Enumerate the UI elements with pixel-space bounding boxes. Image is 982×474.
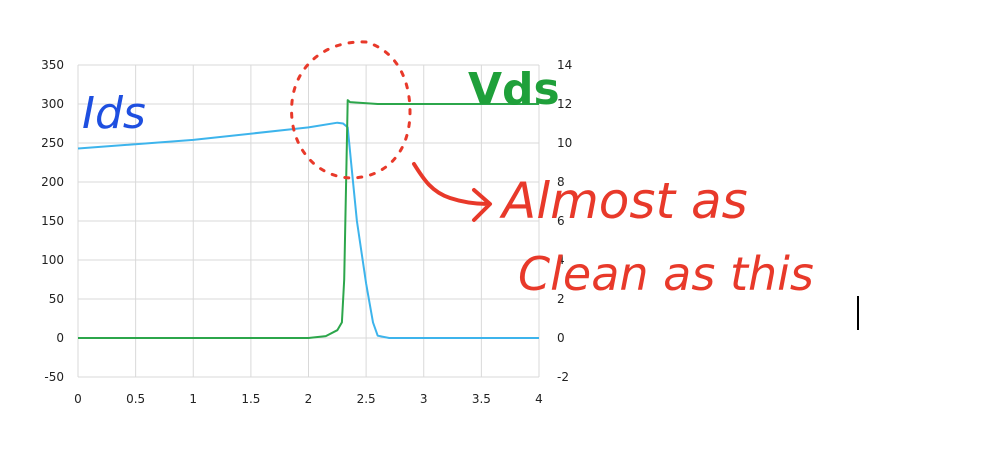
series-line-ids xyxy=(77,121,539,339)
x-tick-label: 1.5 xyxy=(241,392,260,406)
text-cursor xyxy=(857,296,859,330)
note-line-1: Almost as xyxy=(499,172,748,230)
x-tick-label: 1 xyxy=(189,392,197,406)
y-right-tick-label: 4 xyxy=(557,253,565,267)
y-left-tick-label: 50 xyxy=(49,292,64,306)
y-right-tick-label: 0 xyxy=(557,331,565,345)
ids-annotation-label: Ids xyxy=(82,88,146,139)
highlight-circle xyxy=(290,40,412,180)
handwritten-annotations: Ids Vds Almost as Clean as this xyxy=(82,40,814,301)
chart-gridlines xyxy=(77,64,540,378)
note-line-2: Clean as this xyxy=(518,247,814,301)
y-right-tick-label: 14 xyxy=(557,58,572,72)
y-left-tick-label: 100 xyxy=(41,253,64,267)
y-left-tick-label: 200 xyxy=(41,175,64,189)
y-right-tick-label: -2 xyxy=(557,370,569,384)
x-tick-label: 2 xyxy=(305,392,313,406)
y-left-tick-label: 0 xyxy=(56,331,64,345)
pointer-arrow xyxy=(412,162,492,222)
x-tick-label: 4 xyxy=(535,392,543,406)
y-left-tick-label: 300 xyxy=(41,97,64,111)
y-right-tick-label: 8 xyxy=(557,175,565,189)
y-left-tick-label: 250 xyxy=(41,136,64,150)
y-right-tick-label: 12 xyxy=(557,97,572,111)
y-left-tick-label: -50 xyxy=(44,370,64,384)
vds-annotation-label: Vds xyxy=(468,64,560,115)
chart-series xyxy=(77,99,539,339)
x-tick-label: 3 xyxy=(420,392,428,406)
y-left-tick-label: 350 xyxy=(41,58,64,72)
series-line-vds xyxy=(78,99,539,339)
x-tick-label: 2.5 xyxy=(357,392,376,406)
x-tick-label: 3.5 xyxy=(472,392,491,406)
x-tick-label: 0.5 xyxy=(126,392,145,406)
y-right-tick-label: 2 xyxy=(557,292,565,306)
y-left-tick-label: 150 xyxy=(41,214,64,228)
x-tick-label: 0 xyxy=(74,392,82,406)
y-right-tick-label: 6 xyxy=(557,214,565,228)
y-right-tick-label: 10 xyxy=(557,136,572,150)
